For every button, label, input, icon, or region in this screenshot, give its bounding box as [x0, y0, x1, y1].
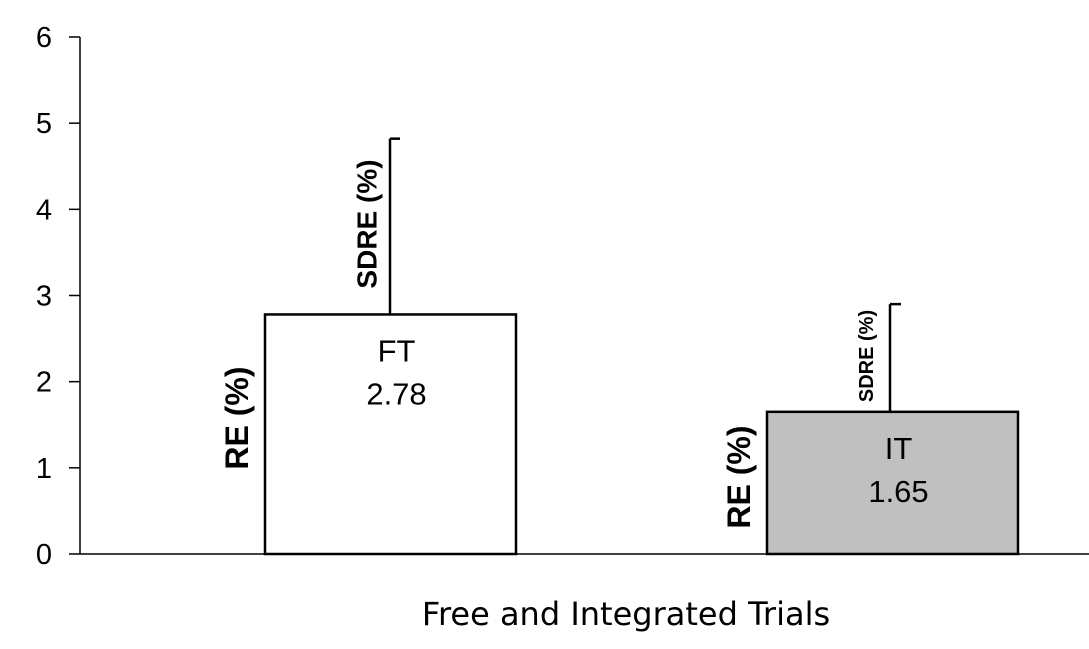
x-axis-label: Free and Integrated Trials	[422, 595, 830, 633]
error-bar-label: SDRE (%)	[856, 310, 878, 402]
y-tick-label: 4	[36, 194, 52, 226]
error-bar-label: SDRE (%)	[352, 159, 383, 288]
bar-side-label: RE (%)	[219, 366, 255, 469]
bar-side-label: RE (%)	[721, 425, 757, 528]
bars: FT 2.78 RE (%) SDRE (%) IT 1.65 RE (%) SDRE (%)	[219, 137, 1020, 556]
y-tick-label: 0	[36, 539, 52, 571]
y-tick-label: 6	[36, 22, 52, 54]
bar-value-label: 2.78	[366, 376, 426, 411]
bar-it	[765, 410, 1020, 556]
bar-value-label: 1.65	[868, 474, 928, 509]
y-ticks: 0 1 2 3 4 5 6	[36, 22, 80, 571]
bar-category-label: FT	[378, 333, 416, 368]
y-tick-label: 1	[36, 453, 52, 485]
bar-ft	[263, 313, 518, 556]
bar-category-label: IT	[885, 431, 913, 466]
y-tick-label: 2	[36, 367, 52, 399]
y-tick-label: 3	[36, 281, 52, 313]
y-tick-label: 5	[36, 108, 52, 140]
